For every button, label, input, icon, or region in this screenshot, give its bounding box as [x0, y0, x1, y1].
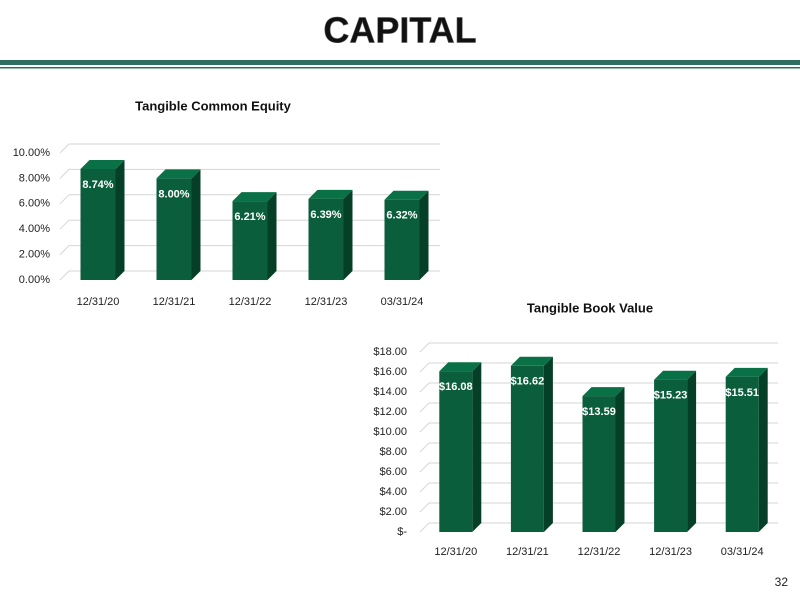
- y-tick-label: 8.00%: [19, 172, 50, 184]
- bar: [439, 371, 473, 532]
- bar-top: [384, 190, 429, 200]
- bar-side: [615, 387, 625, 532]
- y-tick-label: $14.00: [373, 386, 407, 398]
- value-label: $15.23: [654, 390, 688, 402]
- grid-line-side: [419, 382, 430, 393]
- y-tick-label: $6.00: [379, 466, 407, 478]
- bar-side: [472, 362, 482, 532]
- y-tick-label: $2.00: [379, 506, 407, 518]
- grid-line-side: [59, 245, 70, 255]
- bar-top: [654, 370, 697, 380]
- bar: [654, 379, 688, 532]
- grid-line-side: [419, 342, 430, 353]
- bar-side: [343, 189, 353, 280]
- page-number: 32: [775, 575, 789, 589]
- x-tick-label: 12/31/22: [229, 296, 272, 308]
- bar-top: [156, 169, 201, 179]
- bar-top: [510, 356, 553, 366]
- grid-line-side: [419, 502, 430, 513]
- x-tick-label: 03/31/24: [721, 546, 764, 558]
- value-label: 8.00%: [158, 188, 189, 200]
- grid-line-side: [59, 143, 70, 154]
- bar-side: [419, 190, 429, 280]
- x-tick-label: 12/31/23: [649, 546, 692, 558]
- y-tick-label: $16.00: [373, 366, 407, 378]
- y-tick-label: $18.00: [373, 346, 407, 358]
- chart-title: Tangible Common Equity: [135, 98, 292, 113]
- header-rule-thin: [0, 67, 800, 69]
- bar-side: [267, 192, 277, 280]
- bar: [510, 365, 544, 532]
- bar: [80, 169, 116, 280]
- y-tick-label: $8.00: [379, 446, 407, 458]
- grid-line-side: [59, 270, 70, 281]
- x-tick-label: 12/31/20: [77, 296, 120, 308]
- bar-top: [439, 362, 482, 372]
- bar-top: [232, 192, 277, 202]
- bar-top: [80, 160, 125, 170]
- grid-line-side: [419, 362, 430, 373]
- grid-line-side: [419, 422, 430, 433]
- grid-line-side: [59, 219, 70, 230]
- y-tick-label: 2.00%: [19, 249, 50, 261]
- y-tick-label: $10.00: [373, 426, 407, 438]
- x-tick-label: 03/31/24: [381, 296, 424, 308]
- x-tick-label: 12/31/21: [506, 546, 549, 558]
- bar-top: [582, 387, 625, 397]
- value-label: 6.21%: [234, 211, 265, 223]
- bar: [308, 198, 344, 280]
- bar: [384, 199, 420, 280]
- grid-line-side: [59, 194, 70, 205]
- y-tick-label: $-: [397, 526, 407, 538]
- grid-line-side: [419, 442, 430, 453]
- bar: [725, 376, 759, 532]
- bar: [232, 201, 268, 280]
- chart-title: Tangible Book Value: [527, 300, 653, 315]
- grid-line-side: [59, 169, 70, 179]
- x-tick-label: 12/31/20: [434, 546, 477, 558]
- bar-top: [308, 189, 353, 199]
- y-tick-label: 10.00%: [13, 147, 51, 159]
- y-tick-label: 6.00%: [19, 198, 50, 210]
- bar-top: [725, 367, 768, 377]
- value-label: $16.08: [439, 381, 473, 393]
- y-tick-label: $4.00: [379, 486, 407, 498]
- bar-side: [115, 160, 125, 280]
- value-label: 6.32%: [386, 210, 417, 222]
- bar-side: [191, 169, 201, 280]
- value-label: $15.51: [725, 387, 759, 399]
- bar: [582, 396, 616, 532]
- grid-line-side: [419, 402, 430, 413]
- y-tick-label: 0.00%: [19, 274, 50, 286]
- bar-side: [543, 356, 553, 532]
- x-tick-label: 12/31/21: [153, 296, 196, 308]
- value-label: 6.39%: [310, 209, 341, 221]
- bar-side: [758, 367, 768, 532]
- bar-side: [687, 370, 697, 532]
- x-tick-label: 12/31/23: [305, 296, 348, 308]
- grid-line-side: [419, 522, 430, 533]
- grid-line-side: [419, 482, 430, 493]
- bar: [156, 178, 192, 280]
- value-label: $13.59: [582, 406, 616, 418]
- y-tick-label: 4.00%: [19, 223, 50, 235]
- x-tick-label: 12/31/22: [578, 546, 621, 558]
- value-label: 8.74%: [82, 179, 113, 191]
- slide-title: CAPITAL: [323, 10, 476, 51]
- value-label: $16.62: [511, 376, 545, 388]
- y-tick-label: $12.00: [373, 406, 407, 418]
- header-rule: [0, 60, 800, 65]
- grid-line-side: [419, 462, 430, 473]
